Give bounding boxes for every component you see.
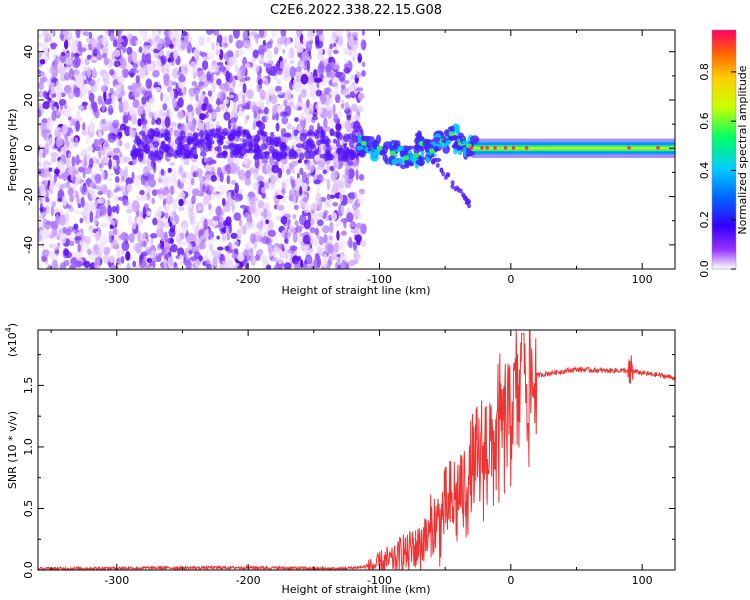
snr-ylabel: SNR (10 * v/v)	[6, 411, 19, 489]
snr-series-line	[38, 330, 675, 570]
x-tick-label: -300	[104, 273, 129, 286]
colorbar-tick-label: 0.2	[698, 211, 711, 229]
x-tick-label: -200	[236, 273, 261, 286]
y-tick-label: 20	[22, 93, 35, 107]
colorbar-label: Normalized spectral amplitude	[736, 65, 749, 234]
snr-frame	[37, 329, 676, 571]
colorbar-gradient	[712, 30, 736, 269]
spectrogram-frame	[37, 29, 676, 270]
y-tick-label: 0	[22, 145, 35, 152]
x-tick-label: 0	[507, 574, 514, 587]
x-tick-label: 100	[632, 574, 653, 587]
colorbar-tick-label: 0.4	[698, 162, 711, 180]
colorbar-tick-label: 0.8	[698, 63, 711, 81]
spectrogram-image	[38, 30, 675, 269]
x-tick-label: -100	[367, 273, 392, 286]
spectrogram-ylabel: Frequency (Hz)	[6, 109, 19, 192]
x-tick-label: 100	[632, 273, 653, 286]
spectrogram-xlabel: Height of straight line (km)	[281, 284, 430, 297]
y-tick-label: 0.5	[22, 500, 35, 518]
colorbar-ticks: 0.0 0.2 0.4 0.6 0.8	[698, 63, 736, 278]
x-tick-label: -100	[367, 574, 392, 587]
x-tick-label: -300	[104, 574, 129, 587]
y-tick-label: 0.0	[22, 561, 35, 579]
colorbar: 0.0 0.2 0.4 0.6 0.8 Normalized spectral ampl…	[698, 29, 749, 278]
y-tick-label: 1.0	[22, 438, 35, 456]
snr-multiplier: (x104)	[4, 323, 19, 357]
snr-ticks: -300 -200 -100 0 100 0.0 0.5 1.0 1.5	[22, 330, 675, 587]
y-tick-label: -20	[22, 188, 35, 206]
x-tick-label: 0	[507, 273, 514, 286]
figure-title: C2E6.2022.338.22.15.G08	[270, 3, 442, 18]
snr-panel: -300 -200 -100 0 100 0.0 0.5 1.0 1.5 Height of s…	[4, 323, 676, 596]
colorbar-tick-label: 0.0	[698, 260, 711, 278]
y-tick-label: -40	[22, 236, 35, 254]
y-tick-label: 1.5	[22, 377, 35, 395]
colorbar-frame	[711, 29, 737, 270]
y-tick-label: 40	[22, 45, 35, 59]
x-tick-label: -200	[236, 574, 261, 587]
snr-xlabel: Height of straight line (km)	[281, 583, 430, 596]
colorbar-tick-label: 0.6	[698, 112, 711, 130]
